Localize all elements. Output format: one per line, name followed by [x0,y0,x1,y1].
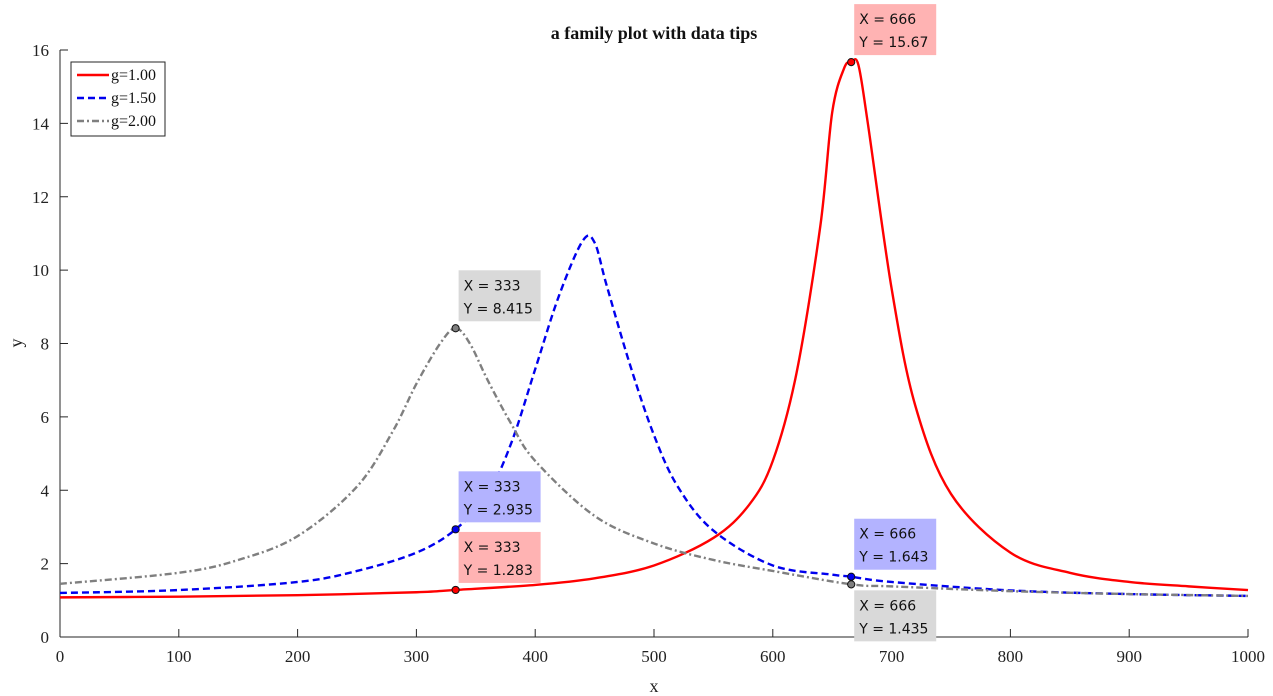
y-tick-label: 14 [32,114,50,133]
x-tick-label: 900 [1116,647,1142,666]
data-tip-marker[interactable] [847,572,856,581]
data-tip-marker[interactable] [451,525,460,534]
data-tip-box [854,4,937,56]
legend: g=1.00 g=1.50 g=2.00 [70,61,166,137]
chart-title: a family plot with data tips [551,23,758,43]
data-tip-y-text: Y = 8.415 [463,301,533,317]
data-tip-x-text: X = 333 [464,278,521,294]
data-tip-y-text: Y = 2.935 [463,502,533,518]
data-tip-marker[interactable] [451,324,460,333]
data-tip-box [854,518,937,570]
data-tip-marker[interactable] [847,58,856,67]
data-tip-box [458,531,541,583]
data-tip-box [458,270,541,322]
y-axis-label: y [6,339,26,348]
series-line-3 [59,327,1249,598]
y-tick-label: 12 [32,188,49,207]
data-tip-x-text: X = 666 [859,527,916,543]
y-tick-label: 6 [41,408,50,427]
data-tip-x-text: X = 333 [464,540,521,556]
data-tip-2[interactable]: X = 333 Y = 1.283 [451,531,541,595]
data-tip-4[interactable]: X = 666 Y = 1.643 [847,518,937,581]
x-tick-label: 600 [760,647,786,666]
data-tip-marker[interactable] [847,580,856,589]
x-tick-label: 700 [879,647,905,666]
x-tick-label: 800 [998,647,1024,666]
y-tick-label: 10 [32,261,49,280]
legend-label-1: g=1.00 [111,67,156,84]
x-tick-label: 100 [166,647,192,666]
y-tick-label: 16 [32,41,49,60]
data-tip-x-text: X = 666 [859,12,916,28]
data-tip-3[interactable]: X = 333 Y = 2.935 [451,471,541,534]
data-tip-y-text: Y = 1.435 [858,621,928,637]
legend-label-2: g=1.50 [111,90,156,107]
x-tick-label: 500 [641,647,667,666]
data-tip-y-text: Y = 1.643 [858,550,928,566]
data-tip-1[interactable]: X = 666 Y = 15.67 [847,4,937,67]
data-tip-box [854,590,937,642]
data-tip-x-text: X = 666 [859,598,916,614]
y-tick-label: 2 [41,555,50,574]
data-tip-box [458,471,541,523]
x-tick-label: 300 [404,647,430,666]
y-tick-label: 4 [41,481,50,500]
data-tip-6[interactable]: X = 666 Y = 1.435 [847,580,937,642]
y-tick-label: 8 [41,335,50,354]
data-tips: X = 666 Y = 15.67 X = 333 Y = 1.283 X = 333 Y… [451,4,937,642]
series-line-1 [59,58,1249,599]
y-tick-label: 0 [41,628,50,647]
x-tick-label: 400 [522,647,548,666]
data-tip-y-text: Y = 1.283 [463,563,533,579]
x-axis-label: x [650,676,659,696]
data-tip-marker[interactable] [451,585,460,595]
legend-label-3: g=2.00 [111,113,156,130]
plot-lines [59,58,1249,599]
x-tick-label: 0 [56,647,65,666]
series-line-2 [59,234,1249,598]
x-tick-label: 1000 [1231,647,1265,666]
x-tick-label: 200 [285,647,311,666]
data-tip-5[interactable]: X = 333 Y = 8.415 [451,270,541,333]
data-tip-x-text: X = 333 [464,479,521,495]
data-tip-y-text: Y = 15.67 [858,35,928,51]
axes: 0 100 200 300 400 500 600 700 800 900 1000 0 2 4 6 8 10 1… [32,41,1265,666]
